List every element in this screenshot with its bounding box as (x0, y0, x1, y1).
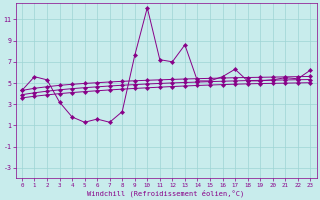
X-axis label: Windchill (Refroidissement éolien,°C): Windchill (Refroidissement éolien,°C) (87, 189, 245, 197)
